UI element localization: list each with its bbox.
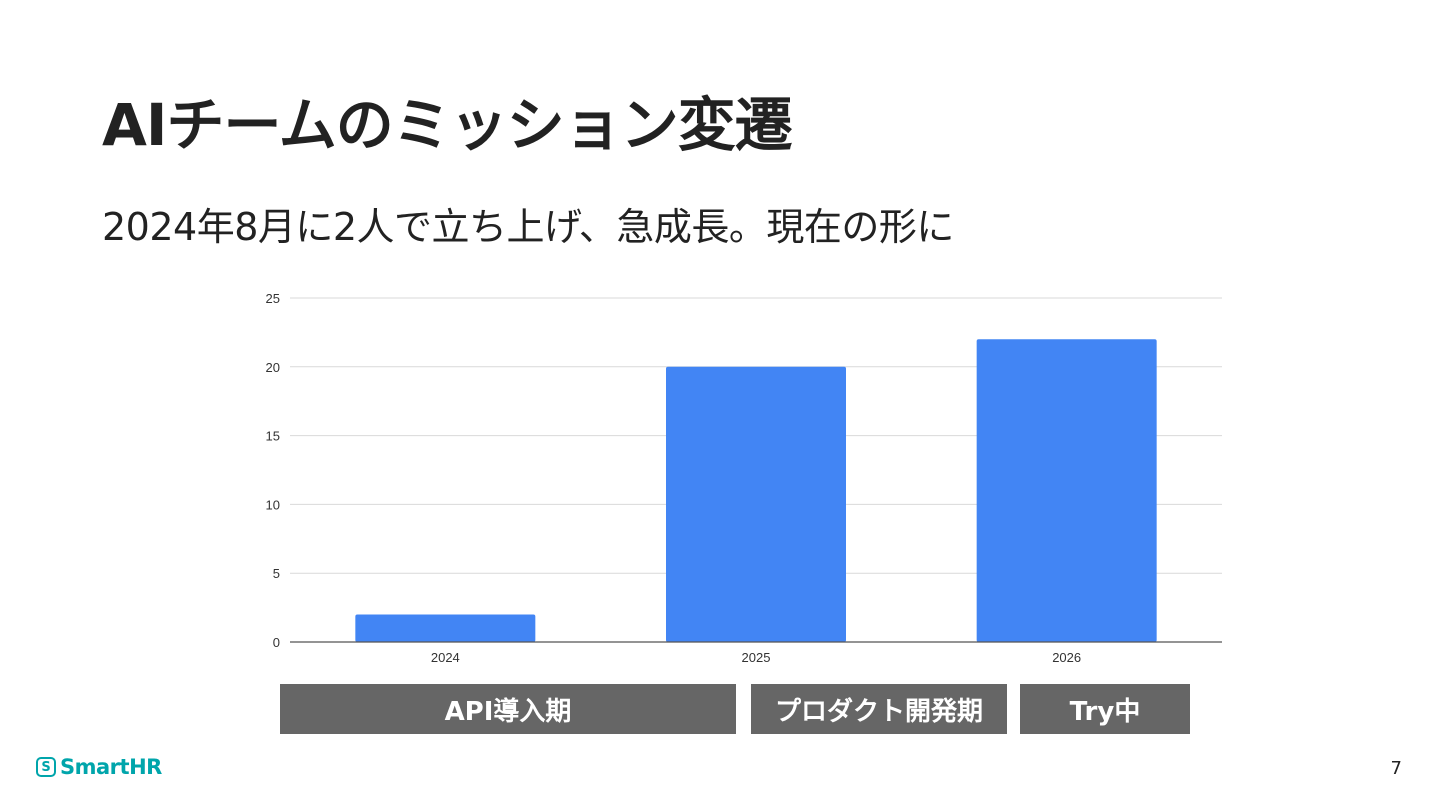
- x-tick-label: 2024: [431, 650, 460, 665]
- x-tick-label: 2025: [742, 650, 771, 665]
- y-tick-label: 5: [273, 566, 280, 581]
- slide-subtitle: 2024年8月に2人で立ち上げ、急成長。現在の形に: [102, 205, 954, 249]
- smarthr-logo: S SmartHR: [36, 754, 162, 780]
- logo-text: SmartHR: [60, 755, 162, 779]
- bar-2024: [355, 614, 536, 642]
- page-number: 7: [1390, 758, 1402, 779]
- y-tick-label: 10: [266, 497, 280, 512]
- bar-2026: [976, 339, 1157, 642]
- phase-label-product: プロダクト開発期: [751, 684, 1007, 734]
- logo-mark-icon: S: [36, 757, 56, 777]
- phase-label-api: API導入期: [280, 684, 736, 734]
- x-tick-label: 2026: [1052, 650, 1081, 665]
- y-tick-label: 15: [266, 429, 280, 444]
- y-tick-label: 20: [266, 360, 280, 375]
- bar-2025: [666, 366, 846, 642]
- phase-label-try: Try中: [1020, 684, 1190, 734]
- slide-title: AIチームのミッション変遷: [102, 91, 793, 159]
- y-tick-label: 0: [273, 635, 280, 650]
- y-tick-label: 25: [266, 291, 280, 306]
